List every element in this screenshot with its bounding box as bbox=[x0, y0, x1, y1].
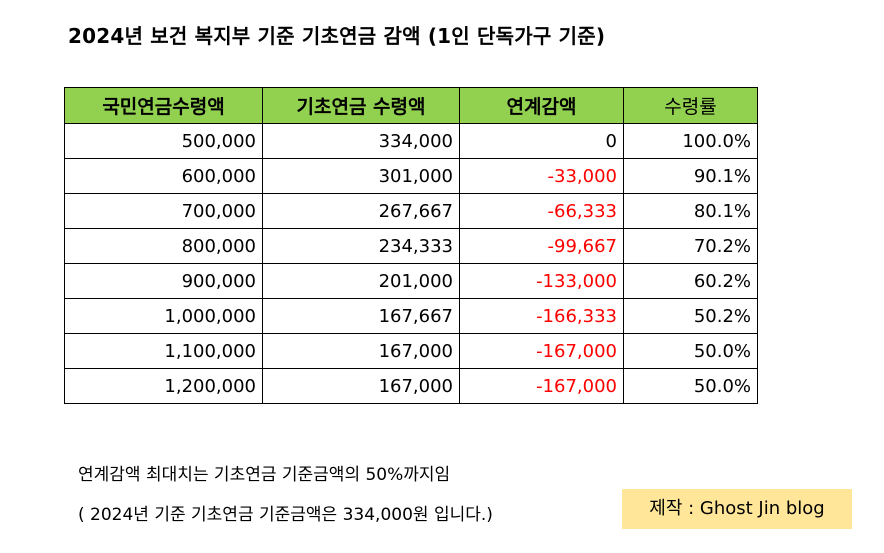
cell-linked-reduction: -167,000 bbox=[459, 333, 624, 369]
table-row: 1,000,000 167,667 -166,333 50.2% bbox=[64, 298, 758, 334]
table-row: 800,000 234,333 -99,667 70.2% bbox=[64, 228, 758, 264]
credit-badge: 제작 : Ghost Jin blog bbox=[622, 489, 852, 529]
cell-linked-reduction: -33,000 bbox=[459, 158, 624, 194]
cell-national-pension: 700,000 bbox=[64, 193, 263, 229]
header-receipt-rate: 수령률 bbox=[623, 87, 758, 124]
pension-reduction-table: 국민연금수령액 기초연금 수령액 연계감액 수령률 500,000 334,00… bbox=[64, 87, 758, 404]
cell-basic-pension: 167,000 bbox=[262, 368, 460, 404]
cell-national-pension: 500,000 bbox=[64, 123, 263, 159]
cell-linked-reduction: -167,000 bbox=[459, 368, 624, 404]
cell-receipt-rate: 50.2% bbox=[623, 298, 758, 334]
cell-receipt-rate: 50.0% bbox=[623, 333, 758, 369]
cell-receipt-rate: 50.0% bbox=[623, 368, 758, 404]
cell-linked-reduction: -99,667 bbox=[459, 228, 624, 264]
cell-national-pension: 1,200,000 bbox=[64, 368, 263, 404]
cell-receipt-rate: 80.1% bbox=[623, 193, 758, 229]
cell-receipt-rate: 60.2% bbox=[623, 263, 758, 299]
cell-national-pension: 1,100,000 bbox=[64, 333, 263, 369]
table-row: 1,200,000 167,000 -167,000 50.0% bbox=[64, 368, 758, 404]
cell-basic-pension: 234,333 bbox=[262, 228, 460, 264]
cell-linked-reduction: -166,333 bbox=[459, 298, 624, 334]
cell-national-pension: 900,000 bbox=[64, 263, 263, 299]
cell-basic-pension: 267,667 bbox=[262, 193, 460, 229]
table-row: 700,000 267,667 -66,333 80.1% bbox=[64, 193, 758, 229]
table-row: 900,000 201,000 -133,000 60.2% bbox=[64, 263, 758, 299]
cell-national-pension: 1,000,000 bbox=[64, 298, 263, 334]
cell-linked-reduction: 0 bbox=[459, 123, 624, 159]
cell-receipt-rate: 90.1% bbox=[623, 158, 758, 194]
cell-national-pension: 800,000 bbox=[64, 228, 263, 264]
cell-basic-pension: 201,000 bbox=[262, 263, 460, 299]
table-row: 600,000 301,000 -33,000 90.1% bbox=[64, 158, 758, 194]
cell-basic-pension: 301,000 bbox=[262, 158, 460, 194]
table-row: 1,100,000 167,000 -167,000 50.0% bbox=[64, 333, 758, 369]
cell-basic-pension: 167,667 bbox=[262, 298, 460, 334]
page-title: 2024년 보건 복지부 기준 기초연금 감액 (1인 단독가구 기준) bbox=[68, 24, 606, 48]
note-max-reduction: 연계감액 최대치는 기초연금 기준금액의 50%까지임 bbox=[78, 465, 451, 485]
cell-linked-reduction: -66,333 bbox=[459, 193, 624, 229]
cell-receipt-rate: 100.0% bbox=[623, 123, 758, 159]
cell-national-pension: 600,000 bbox=[64, 158, 263, 194]
table-row: 500,000 334,000 0 100.0% bbox=[64, 123, 758, 159]
cell-basic-pension: 334,000 bbox=[262, 123, 460, 159]
header-basic-pension: 기초연금 수령액 bbox=[262, 87, 460, 124]
cell-linked-reduction: -133,000 bbox=[459, 263, 624, 299]
header-national-pension: 국민연금수령액 bbox=[64, 87, 263, 124]
note-base-amount: ( 2024년 기준 기초연금 기준금액은 334,000원 입니다.) bbox=[78, 505, 493, 525]
cell-basic-pension: 167,000 bbox=[262, 333, 460, 369]
table-header-row: 국민연금수령액 기초연금 수령액 연계감액 수령률 bbox=[64, 87, 758, 124]
cell-receipt-rate: 70.2% bbox=[623, 228, 758, 264]
header-linked-reduction: 연계감액 bbox=[459, 87, 624, 124]
